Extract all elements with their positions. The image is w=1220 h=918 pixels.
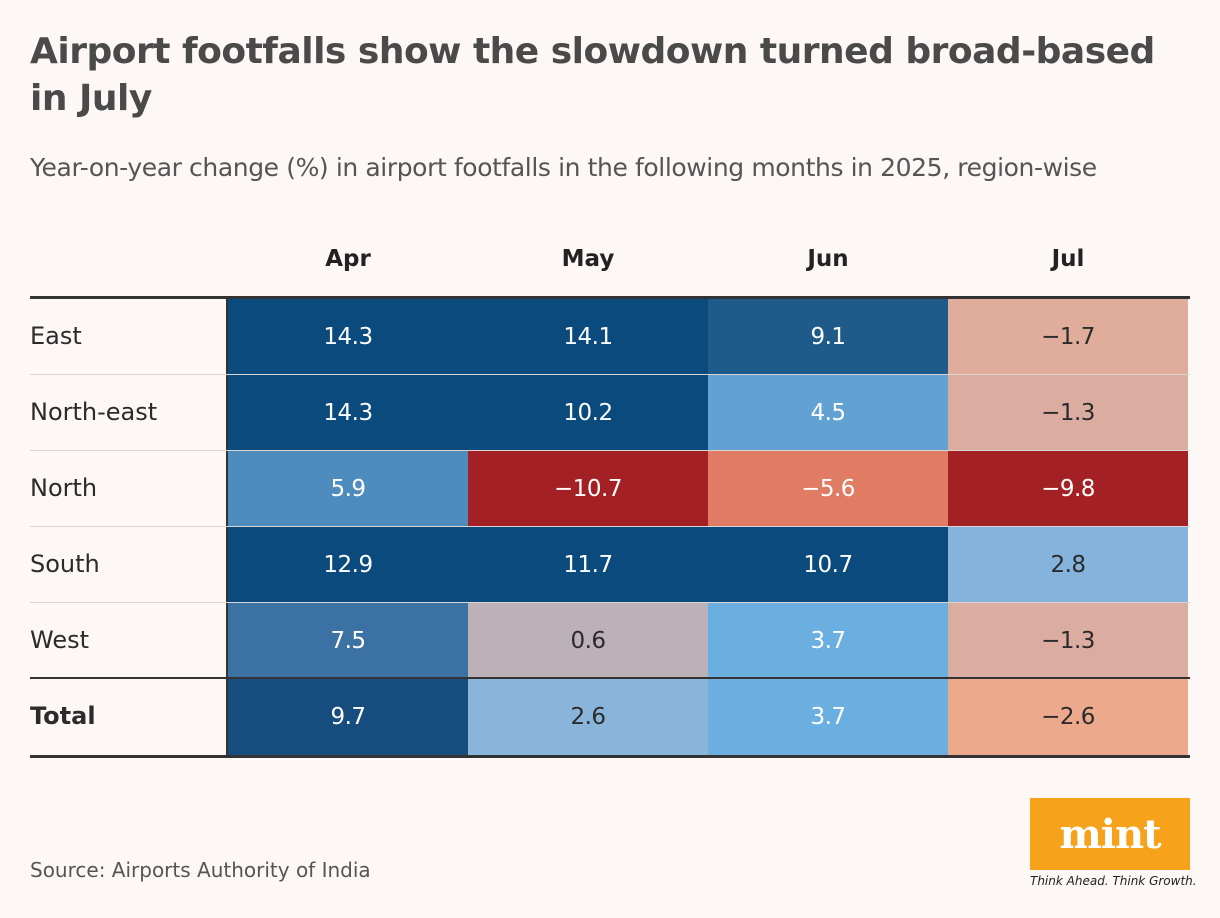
row-label: South xyxy=(30,550,100,578)
heatmap-cell: 9.7 xyxy=(228,679,468,755)
heatmap-cell: 0.6 xyxy=(468,603,708,679)
heatmap-cell: −2.6 xyxy=(948,679,1188,755)
heatmap-cell: 7.5 xyxy=(228,603,468,679)
label-divider xyxy=(226,527,228,603)
heatmap-cell: −9.8 xyxy=(948,451,1188,527)
chart-title: Airport footfalls show the slowdown turn… xyxy=(30,31,1155,119)
row-label: Total xyxy=(30,702,96,730)
heatmap-cell: 14.1 xyxy=(468,299,708,375)
column-header-row: Apr May Jun Jul xyxy=(30,230,1190,296)
table-row-north-east: North-east 14.3 10.2 4.5 −1.3 xyxy=(30,375,1190,451)
heatmap-cell: 3.7 xyxy=(708,603,948,679)
heatmap-cell: −1.7 xyxy=(948,299,1188,375)
heatmap-cell: 10.2 xyxy=(468,375,708,451)
table-row-south: South 12.9 11.7 10.7 2.8 xyxy=(30,527,1190,603)
heatmap-cell: 2.6 xyxy=(468,679,708,755)
logo-tagline: Think Ahead. Think Growth. xyxy=(1030,874,1197,888)
chart-subtitle: Year-on-year change (%) in airport footf… xyxy=(30,153,1097,182)
label-divider xyxy=(226,603,228,679)
row-divider xyxy=(30,374,1190,375)
label-divider xyxy=(226,451,228,527)
heatmap-cell: −1.3 xyxy=(948,603,1188,679)
heatmap-rows: East 14.3 14.1 9.1 −1.7 North-east 14.3 10.2 4.5… xyxy=(30,299,1190,755)
heatmap-cell: 14.3 xyxy=(228,375,468,451)
header-rule xyxy=(30,296,1190,299)
row-label: North-east xyxy=(30,398,158,426)
label-divider xyxy=(226,299,228,375)
row-label: North xyxy=(30,474,98,502)
heatmap-cell: −5.6 xyxy=(708,451,948,527)
column-header-apr: Apr xyxy=(325,246,371,272)
column-header-jun: Jun xyxy=(807,246,849,272)
logo-wordmark: mint xyxy=(1059,810,1161,858)
row-label: West xyxy=(30,626,90,654)
heatmap-cell: 5.9 xyxy=(228,451,468,527)
source-note: Source: Airports Authority of India xyxy=(30,858,371,882)
mint-logo: mint xyxy=(1030,798,1190,870)
table-row-east: East 14.3 14.1 9.1 −1.7 xyxy=(30,299,1190,375)
table-row-north: North 5.9 −10.7 −5.6 −9.8 xyxy=(30,451,1190,527)
row-divider xyxy=(30,450,1190,451)
heatmap-cell: 12.9 xyxy=(228,527,468,603)
heatmap-cell: 2.8 xyxy=(948,527,1188,603)
heatmap-table: Apr May Jun Jul East 14.3 14.1 9.1 −1.7 North-ea… xyxy=(30,230,1190,758)
label-divider xyxy=(226,679,228,755)
heatmap-cell: 10.7 xyxy=(708,527,948,603)
column-header-may: May xyxy=(561,246,615,272)
label-divider xyxy=(226,375,228,451)
heatmap-cell: −1.3 xyxy=(948,375,1188,451)
row-divider xyxy=(30,602,1190,603)
bottom-rule xyxy=(30,755,1190,758)
heatmap-cell: 14.3 xyxy=(228,299,468,375)
column-header-jul: Jul xyxy=(1051,246,1085,272)
heatmap-cell: 3.7 xyxy=(708,679,948,755)
heatmap-cell: −10.7 xyxy=(468,451,708,527)
row-divider xyxy=(30,677,1190,679)
heatmap-cell: 9.1 xyxy=(708,299,948,375)
row-divider xyxy=(30,526,1190,527)
table-row-west: West 7.5 0.6 3.7 −1.3 xyxy=(30,603,1190,679)
heatmap-cell: 11.7 xyxy=(468,527,708,603)
table-row-total: Total 9.7 2.6 3.7 −2.6 xyxy=(30,679,1190,755)
heatmap-cell: 4.5 xyxy=(708,375,948,451)
row-label: East xyxy=(30,322,82,350)
